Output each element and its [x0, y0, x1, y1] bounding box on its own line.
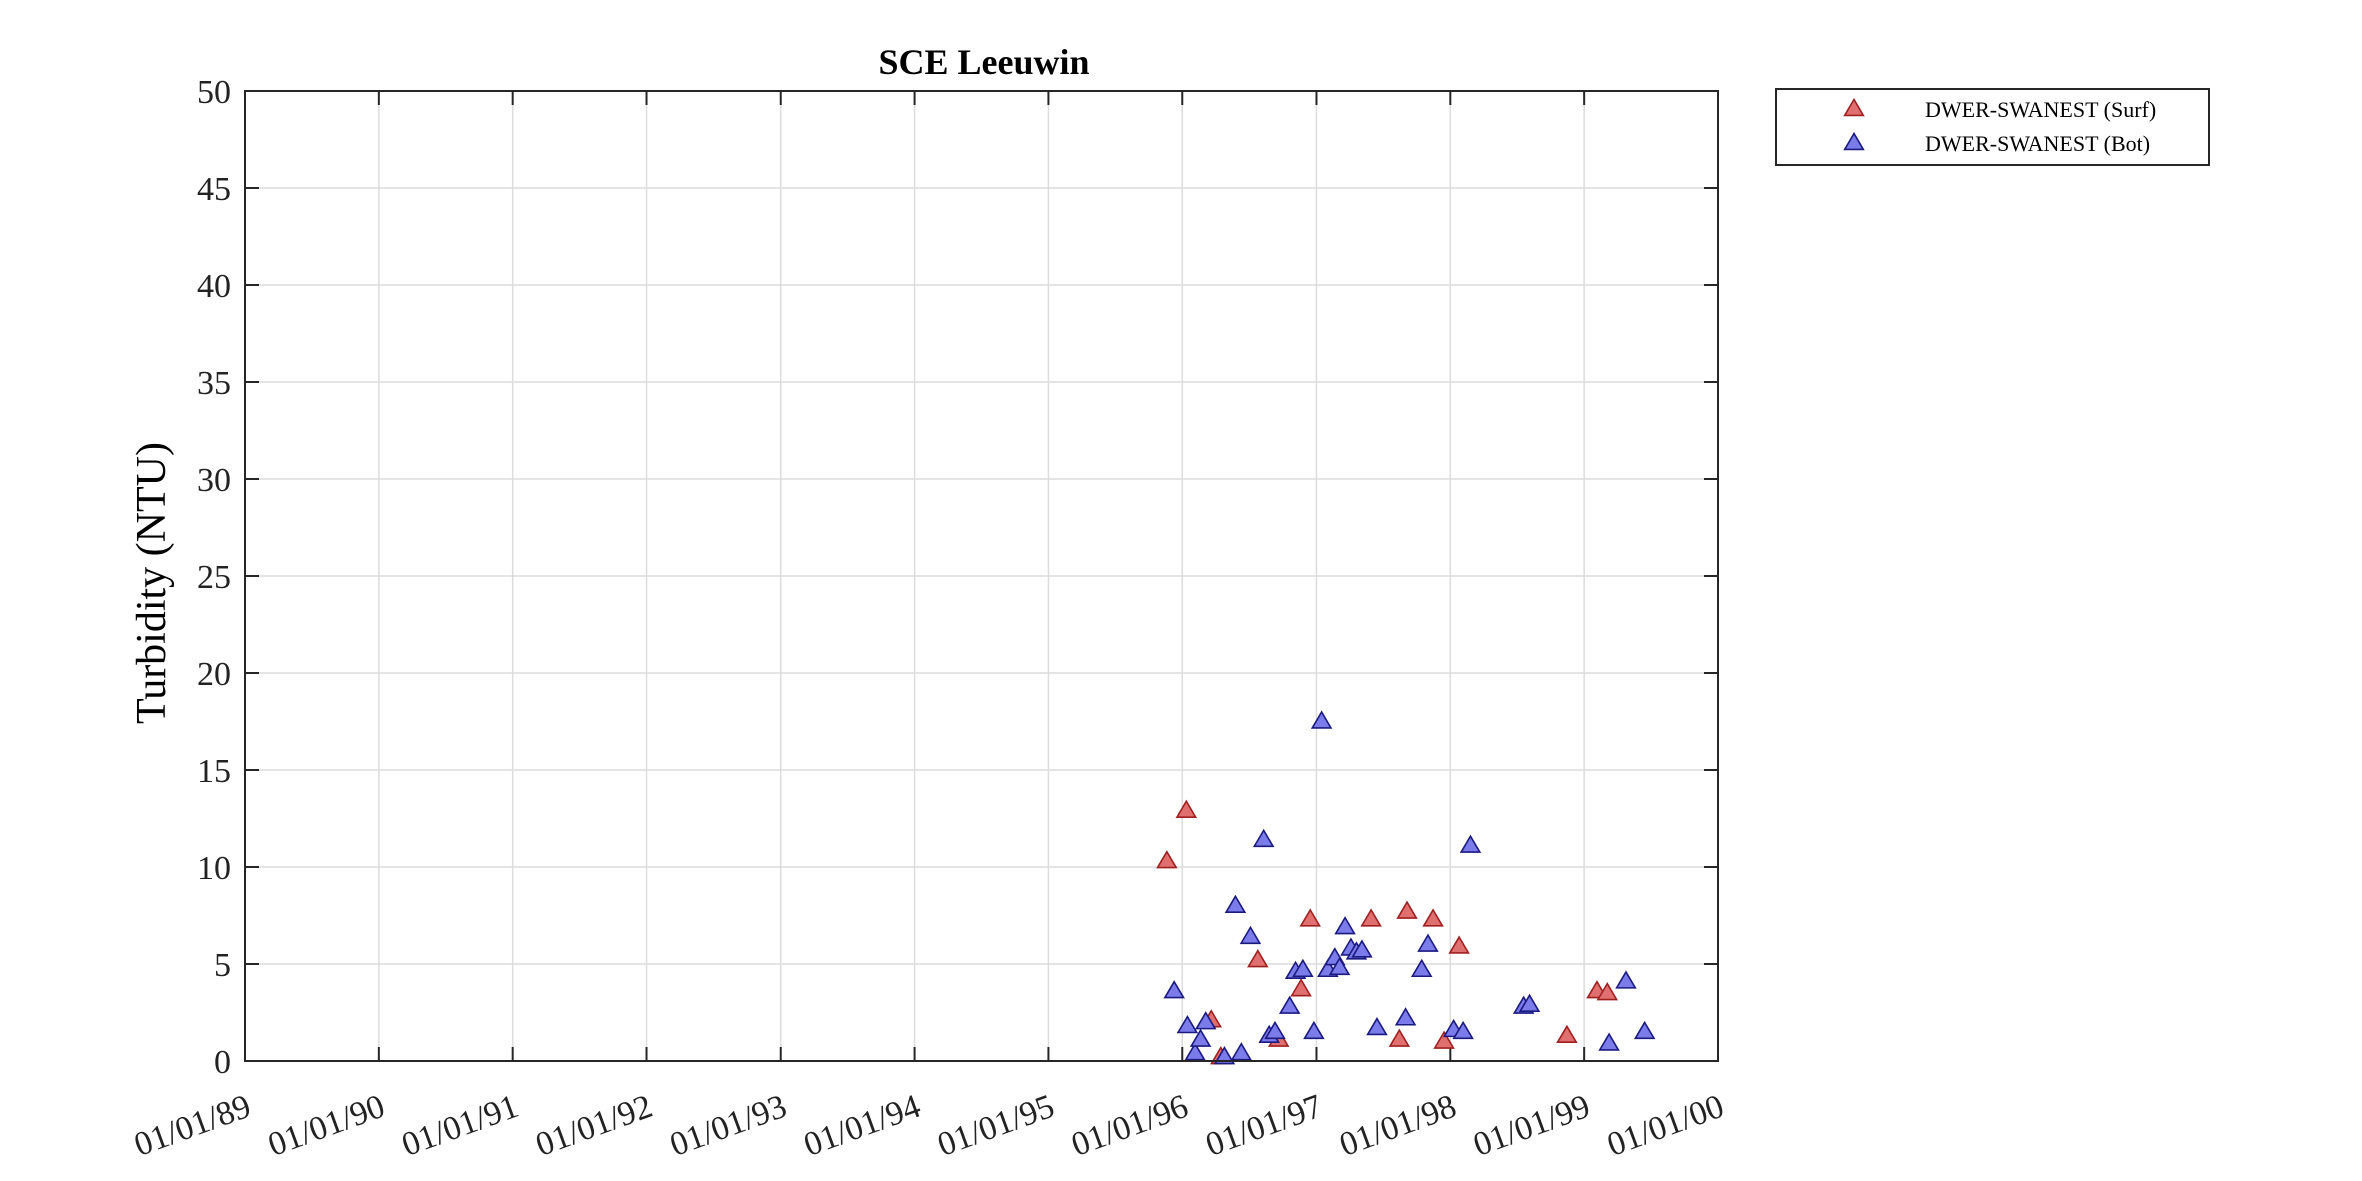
data-point [1184, 1042, 1206, 1061]
data-point [1176, 1015, 1199, 1034]
chart-title: SCE Leeuwin [878, 42, 1089, 82]
data-point [1292, 958, 1314, 978]
data-point [1448, 935, 1470, 954]
data-point [1310, 710, 1333, 729]
series-1 [1163, 710, 1656, 1065]
legend-label: DWER-SWANEST (Bot) [1925, 131, 2150, 156]
y-tick-label: 35 [197, 365, 231, 402]
data-point [1334, 916, 1356, 935]
data-point [1213, 1046, 1236, 1065]
y-tick-label: 10 [197, 850, 231, 887]
data-point [1598, 1032, 1620, 1051]
y-tick-label: 0 [214, 1044, 231, 1081]
data-point [1396, 900, 1418, 919]
data-point [1328, 956, 1351, 976]
data-point [1556, 1024, 1578, 1044]
data-point [1388, 1028, 1411, 1047]
data-point [1422, 908, 1444, 927]
y-tick-label: 30 [197, 462, 231, 499]
y-tick-label: 50 [197, 74, 231, 111]
data-point [1278, 995, 1301, 1014]
y-tick-label: 5 [214, 947, 231, 984]
y-tick-label: 40 [197, 268, 231, 305]
legend[interactable]: DWER-SWANEST (Surf) DWER-SWANEST (Bot) [1775, 88, 2210, 166]
data-point [1264, 1020, 1286, 1040]
data-point [1252, 828, 1275, 848]
y-tick-label: 25 [197, 559, 231, 596]
data-point [1366, 1016, 1388, 1036]
legend-marker [1843, 131, 1865, 151]
plot-area-frame [244, 90, 1719, 1062]
data-point [1596, 982, 1619, 1001]
data-point [1394, 1007, 1417, 1026]
data-point [1518, 993, 1541, 1012]
data-point [1175, 799, 1198, 818]
y-tick-label: 20 [197, 656, 231, 693]
data-point [1433, 1030, 1455, 1049]
data-point [1239, 925, 1262, 945]
data-point [1290, 978, 1312, 997]
data-point [1247, 949, 1269, 968]
data-point [1224, 894, 1247, 914]
data-point [1410, 958, 1433, 978]
legend-marker [1843, 97, 1865, 117]
data-point [1452, 1020, 1474, 1040]
data-point [1156, 850, 1178, 869]
y-axis-label: Turbidity (NTU) [129, 442, 175, 724]
data-point [1230, 1042, 1253, 1061]
data-point [1459, 834, 1482, 853]
data-point [1633, 1020, 1656, 1040]
data-point [1417, 933, 1439, 952]
data-point [1299, 908, 1321, 927]
data-point [1615, 970, 1637, 989]
y-tick-label: 15 [197, 753, 231, 790]
data-point [1360, 908, 1382, 927]
data-point [1163, 980, 1185, 999]
data-point [1351, 939, 1373, 958]
data-point [1303, 1020, 1325, 1040]
data-point [1189, 1028, 1212, 1047]
y-tick-label: 45 [197, 171, 231, 208]
legend-box [1775, 88, 2210, 166]
data-markers [1156, 710, 1656, 1065]
legend-label: DWER-SWANEST (Surf) [1925, 97, 2156, 122]
data-point [1194, 1011, 1217, 1030]
